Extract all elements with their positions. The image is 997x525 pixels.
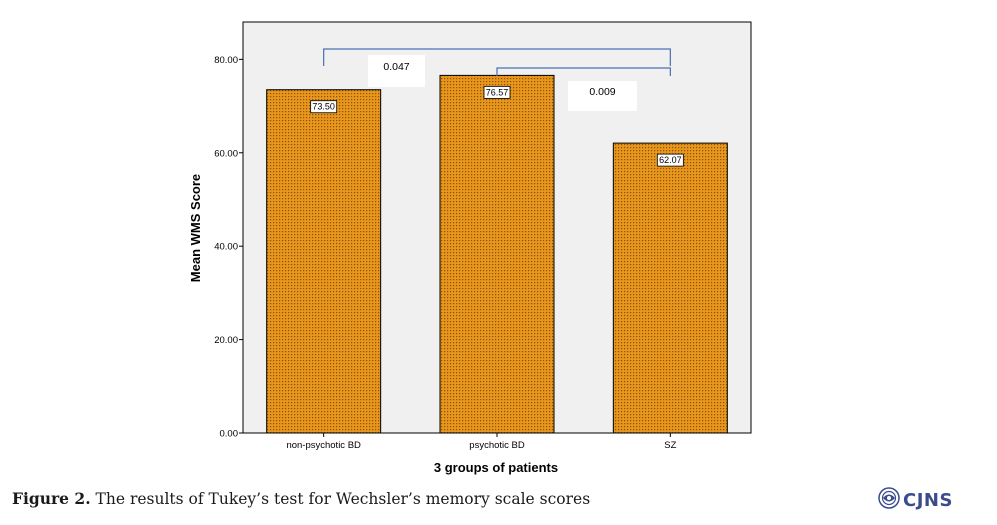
y-ticks-group: 0.00 20.00 40.00 60.00 80.00 (214, 55, 243, 440)
value-label-box-2 (483, 85, 511, 99)
x-tick-label-2: SZ (664, 440, 676, 451)
p-value-label-1: 0.047 (383, 61, 409, 73)
y-tick-label-0: 0.00 (220, 429, 239, 440)
x-tick-label-1: psychotic BD (469, 440, 525, 451)
y-tick-label-1: 20.00 (214, 335, 238, 346)
x-tick-label-0: non-psychotic BD (286, 440, 361, 451)
x-ticks-group: non-psychotic BD psychotic BD SZ (286, 433, 677, 451)
y-tick-label-3: 60.00 (214, 148, 238, 159)
value-label-2: 76.57 (486, 87, 509, 97)
caption-label: Figure 2. (12, 489, 91, 508)
comparison-brackets-group: 0.047 0.009 (323, 48, 671, 111)
journal-logo: CJNS (878, 486, 953, 514)
bar-3 (612, 142, 728, 434)
caption-text: The results of Tukey’s test for Wechsler… (90, 490, 591, 508)
figure-caption: Figure 2. The results of Tukey’s test fo… (12, 489, 812, 508)
value-label-box-1 (310, 100, 338, 114)
bar-chart: 73.50 76.57 62.07 0.047 0.009 0.00 20.00 40.0… (188, 21, 752, 475)
x-axis-label: 3 groups of patients (434, 460, 558, 475)
bar-1 (266, 89, 382, 434)
value-labels-group: 73.50 76.57 62.07 (310, 85, 684, 167)
bar-2 (439, 74, 555, 434)
cjns-emblem-icon (878, 486, 900, 514)
logo-text: CJNS (903, 489, 953, 511)
value-label-3: 62.07 (659, 155, 682, 165)
value-label-1: 73.50 (312, 102, 335, 112)
y-axis-label: Mean WMS Score (188, 174, 203, 282)
comparison-bracket-2 (496, 67, 671, 76)
y-tick-label-4: 80.00 (214, 55, 238, 66)
p-value-label-2: 0.009 (589, 86, 615, 98)
p-value-box-1 (368, 55, 425, 87)
y-tick-label-2: 40.00 (214, 242, 238, 253)
p-value-box-2 (568, 81, 637, 111)
value-label-box-3 (656, 153, 684, 167)
comparison-bracket-1 (323, 48, 671, 66)
